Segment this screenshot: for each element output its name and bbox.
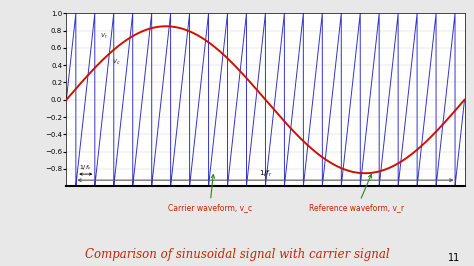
Text: $v_c$: $v_c$ xyxy=(112,57,120,67)
Text: $1/f_r$: $1/f_r$ xyxy=(259,169,272,179)
Text: $v_r$: $v_r$ xyxy=(100,31,109,41)
Text: Reference waveform, v_r: Reference waveform, v_r xyxy=(310,174,405,213)
Text: Carrier waveform, v_c: Carrier waveform, v_c xyxy=(168,175,252,213)
Text: Comparison of sinusoidal signal with carrier signal: Comparison of sinusoidal signal with car… xyxy=(85,248,389,261)
Text: $1/f_c$: $1/f_c$ xyxy=(80,164,92,172)
Text: 11: 11 xyxy=(447,253,460,263)
